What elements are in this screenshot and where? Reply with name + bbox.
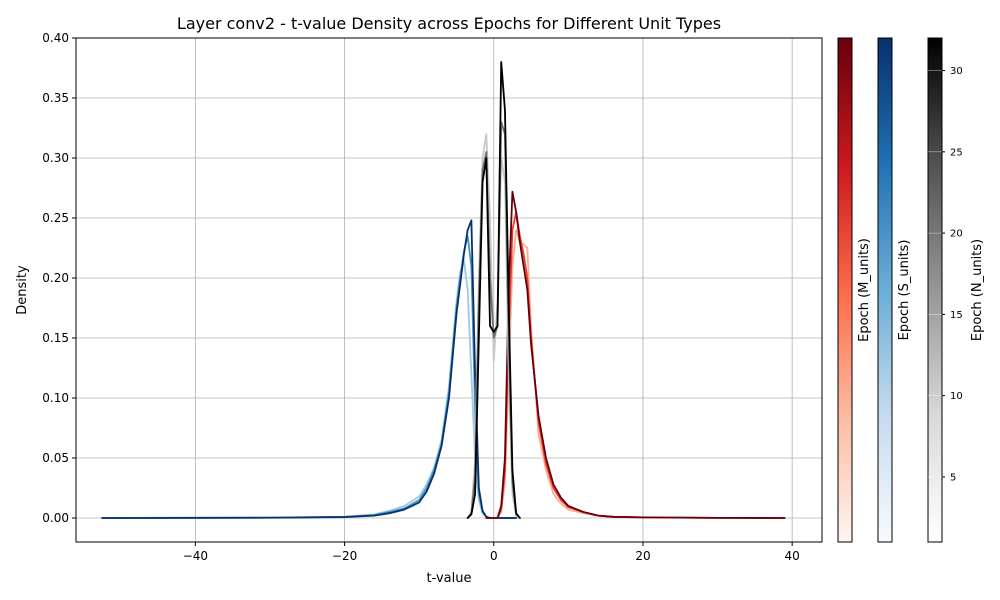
y-tick-label: 0.10 <box>42 391 69 405</box>
x-tick-label: 20 <box>635 549 650 563</box>
grid-lines <box>76 37 822 542</box>
colorbar-n-units-ticks: 5 10 15 20 25 30 <box>928 66 963 483</box>
colorbar-tick-label: 10 <box>950 391 963 402</box>
series-line-m-units-late <box>485 190 786 519</box>
colorbar-m-units-label: Epoch (M_units) <box>857 238 872 342</box>
series-line-n-units-late <box>466 61 521 519</box>
colorbar-tick-label: 15 <box>950 310 963 321</box>
x-axis-ticks: −40 −20 0 20 40 <box>183 542 800 563</box>
chart-title: Layer conv2 - t-value Density across Epo… <box>177 14 721 33</box>
y-tick-label: 0.40 <box>42 31 69 45</box>
colorbar-n-units: 5 10 15 20 25 30 Epoch (N_units) <box>927 37 985 543</box>
colorbar-n-units-label: Epoch (N_units) <box>970 239 985 341</box>
x-tick-label: −20 <box>332 549 357 563</box>
y-tick-label: 0.05 <box>42 451 69 465</box>
y-tick-label: 0.20 <box>42 271 69 285</box>
plot-frame <box>75 37 823 543</box>
series-line-s-units-late <box>101 219 518 519</box>
x-tick-label: 40 <box>785 549 800 563</box>
colorbar-s-units: Epoch (S_units) <box>877 37 912 543</box>
series-line-m-units-early <box>485 229 786 519</box>
y-tick-label: 0.15 <box>42 331 69 345</box>
x-axis-label: t-value <box>427 571 472 586</box>
y-axis-ticks: 0.00 0.05 0.10 0.15 0.20 0.25 0.30 0.35 0.40 <box>42 31 76 525</box>
colorbar-n-units-gradient <box>927 37 943 543</box>
y-tick-label: 0.00 <box>42 511 69 525</box>
colorbar-m-units: Epoch (M_units) <box>837 37 872 543</box>
colorbar-tick-label: 20 <box>950 229 963 240</box>
colorbar-tick-label: 25 <box>950 147 963 158</box>
series-line-m-units-mid <box>485 211 786 519</box>
y-tick-label: 0.25 <box>42 211 69 225</box>
colorbar-m-units-gradient <box>837 37 853 543</box>
series-line-s-units-early <box>101 259 518 519</box>
y-tick-label: 0.30 <box>42 151 69 165</box>
colorbar-s-units-label: Epoch (S_units) <box>897 240 912 341</box>
x-tick-label: 0 <box>490 549 498 563</box>
y-tick-label: 0.35 <box>42 91 69 105</box>
colorbar-tick-label: 5 <box>950 472 956 483</box>
series-layer <box>101 61 786 519</box>
colorbar-s-units-gradient <box>877 37 893 543</box>
y-axis-label: Density <box>15 265 30 315</box>
colorbar-tick-label: 30 <box>950 66 963 77</box>
x-tick-label: −40 <box>183 549 208 563</box>
